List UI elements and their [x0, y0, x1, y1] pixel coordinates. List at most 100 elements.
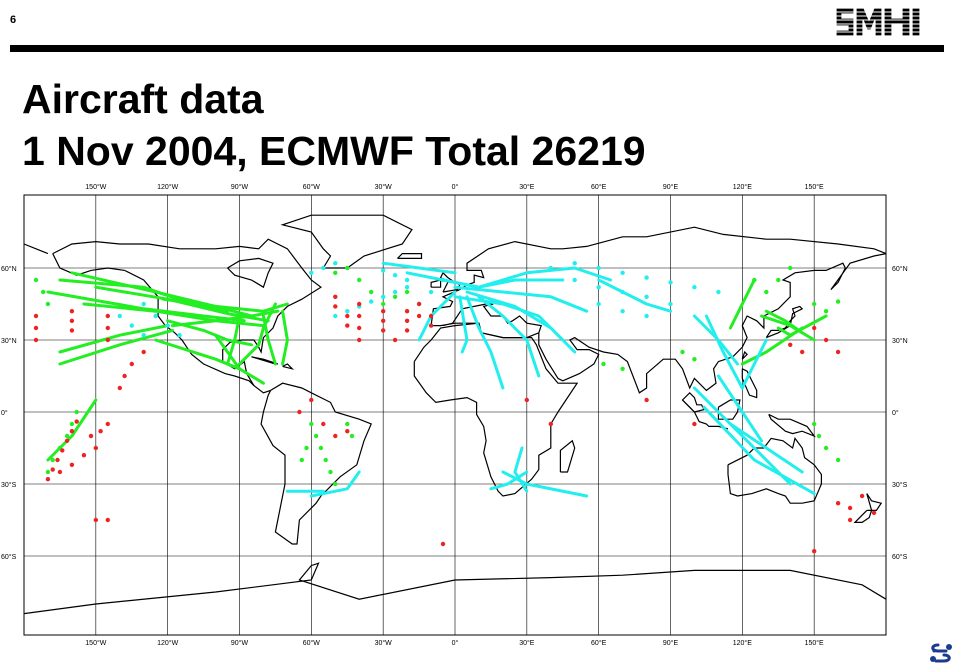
coastline	[727, 437, 822, 504]
red-obs	[428, 313, 434, 319]
lon-label-bottom: 120°W	[157, 639, 178, 647]
lat-label-right: 30°N	[892, 337, 908, 345]
green-obs	[381, 301, 386, 307]
red-obs	[33, 313, 39, 319]
red-obs	[440, 541, 446, 547]
red-obs	[93, 445, 99, 451]
red-obs	[357, 337, 362, 343]
green-track	[154, 338, 241, 371]
lat-label-left: 60°N	[1, 265, 17, 273]
slide-number: 6	[10, 14, 17, 26]
green-obs	[304, 445, 309, 451]
green-obs	[764, 289, 769, 295]
green-obs	[835, 457, 841, 463]
aircraft-tracks	[46, 261, 828, 498]
red-obs	[428, 323, 434, 328]
red-obs	[69, 318, 75, 323]
green-obs	[45, 469, 51, 475]
red-obs	[60, 448, 65, 453]
cyan-obs	[572, 261, 577, 266]
cyan-obs	[117, 313, 123, 319]
cyan-obs	[153, 313, 158, 319]
cyan-obs	[381, 294, 386, 299]
red-obs	[74, 419, 79, 424]
red-obs	[859, 493, 865, 499]
lon-label-top: 120°E	[733, 183, 752, 191]
coastline	[768, 413, 816, 438]
coastline	[741, 368, 758, 399]
green-obs	[816, 433, 822, 439]
lat-label-right: 0°	[892, 409, 899, 417]
green-obs	[823, 445, 829, 451]
green-track	[764, 309, 804, 335]
cyan-obs	[369, 299, 374, 304]
cyan-track	[458, 295, 469, 354]
red-obs	[345, 323, 350, 328]
green-obs	[333, 481, 338, 487]
red-obs	[105, 325, 111, 331]
cyan-obs	[428, 289, 434, 295]
coastline	[430, 226, 887, 326]
coastline	[280, 214, 413, 269]
red-obs	[105, 517, 111, 523]
red-obs	[333, 433, 338, 439]
green-obs	[788, 265, 793, 271]
cyan-obs	[644, 275, 649, 280]
cyan-track	[465, 295, 505, 390]
lat-label-right: 60°S	[892, 553, 908, 561]
cyan-obs	[644, 294, 649, 299]
smhi-logo	[834, 7, 924, 37]
cyan-obs	[404, 285, 410, 290]
green-track	[46, 398, 98, 462]
cyan-obs	[177, 333, 182, 338]
red-obs	[69, 462, 75, 467]
cyan-obs	[596, 285, 601, 290]
cyan-obs	[129, 323, 134, 328]
red-obs	[117, 385, 123, 391]
red-obs	[847, 517, 853, 523]
cyan-track	[692, 386, 792, 486]
cyan-obs	[392, 289, 398, 295]
red-obs	[98, 429, 103, 434]
lon-label-top: 150°W	[85, 183, 106, 191]
cyan-track	[740, 338, 768, 390]
green-obs	[313, 433, 319, 439]
green-obs	[328, 469, 333, 475]
cyan-track	[477, 266, 613, 289]
red-obs	[381, 309, 386, 314]
green-track	[214, 333, 265, 385]
axis-labels: 150°W 150°W 120°W 120°W 90°W 90°W 60°W 60°W 30°W…	[1, 183, 908, 647]
red-obs	[835, 501, 841, 506]
green-obs	[345, 265, 350, 271]
coastline	[227, 257, 274, 289]
page-subtitle: 1 Nov 2004, ECMWF Total 26219	[22, 128, 646, 174]
red-obs	[345, 313, 350, 319]
cyan-obs	[440, 277, 446, 283]
green-obs	[823, 309, 829, 314]
coastline	[397, 253, 423, 259]
red-obs	[404, 328, 410, 333]
green-obs	[369, 289, 374, 295]
cyan-obs	[668, 280, 673, 285]
red-obs	[64, 438, 70, 443]
green-obs	[69, 421, 75, 427]
red-obs	[548, 421, 553, 427]
cyan-track	[501, 470, 589, 498]
lon-label-top: 60°W	[303, 183, 321, 191]
lon-label-bottom: 60°E	[591, 639, 607, 647]
red-obs	[847, 505, 853, 511]
green-obs	[318, 445, 324, 451]
lon-label-bottom: 90°E	[663, 639, 679, 647]
coastline	[853, 509, 873, 523]
header-rule	[10, 45, 944, 52]
coastline	[52, 238, 372, 545]
lon-label-bottom: 30°W	[375, 639, 393, 647]
lon-label-bottom: 150°W	[85, 639, 106, 647]
red-obs	[345, 429, 350, 434]
green-obs	[620, 366, 625, 371]
red-obs	[524, 397, 529, 403]
green-track	[281, 309, 289, 366]
red-obs	[800, 349, 805, 355]
page-title: Aircraft data	[22, 76, 264, 122]
coastline	[52, 253, 255, 387]
